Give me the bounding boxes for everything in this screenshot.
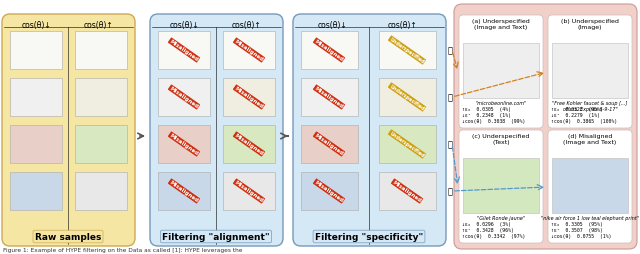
- Text: 🔍: 🔍: [448, 187, 453, 196]
- Bar: [463, 44, 539, 99]
- Bar: [552, 44, 628, 99]
- Text: Misaligned: Misaligned: [314, 86, 344, 109]
- Bar: [10, 79, 62, 117]
- Bar: [223, 125, 275, 163]
- Text: Filtering "alignment": Filtering "alignment": [162, 232, 270, 241]
- Text: cos(θ)↑: cos(θ)↑: [388, 21, 418, 30]
- Text: Underspecified: Underspecified: [388, 131, 426, 158]
- FancyBboxPatch shape: [459, 131, 543, 243]
- Bar: [463, 158, 539, 213]
- Text: (b) Underspecified
(Image): (b) Underspecified (Image): [561, 19, 619, 30]
- Text: (c) Underspecified
(Text): (c) Underspecified (Text): [472, 133, 530, 145]
- FancyBboxPatch shape: [548, 131, 632, 243]
- Text: ↓cos(θ)  0.3038  (99%): ↓cos(θ) 0.3038 (99%): [462, 119, 525, 123]
- FancyBboxPatch shape: [548, 16, 632, 129]
- Bar: [379, 125, 436, 163]
- Text: "Free Kohler faucet & soup [...]
offers. Expires 6-9-17": "Free Kohler faucet & soup [...] offers.…: [552, 101, 628, 111]
- Text: ↓εᵀ  0.2279  (1%): ↓εᵀ 0.2279 (1%): [551, 113, 600, 118]
- Text: "Gilet Ronde jaune": "Gilet Ronde jaune": [477, 215, 525, 220]
- Text: Underspecified: Underspecified: [388, 84, 426, 112]
- Text: Raw samples: Raw samples: [35, 232, 101, 241]
- Bar: [75, 125, 127, 163]
- Bar: [379, 32, 436, 70]
- Bar: [223, 79, 275, 117]
- Text: ↑εₒ  0.3323  (95%): ↑εₒ 0.3323 (95%): [551, 107, 603, 112]
- Text: Filtering "specificity": Filtering "specificity": [315, 232, 423, 241]
- Text: ↑εₒ  0.0305  (4%): ↑εₒ 0.0305 (4%): [462, 107, 511, 112]
- Bar: [301, 125, 358, 163]
- Text: ↑cos(θ)  0.3342  (97%): ↑cos(θ) 0.3342 (97%): [462, 233, 525, 238]
- Text: Misaligned: Misaligned: [168, 180, 200, 203]
- Bar: [158, 32, 210, 70]
- FancyBboxPatch shape: [2, 15, 135, 246]
- Text: cos(θ)↑: cos(θ)↑: [231, 21, 261, 30]
- Text: cos(θ)↓: cos(θ)↓: [170, 21, 200, 30]
- Text: Misaligned: Misaligned: [234, 39, 264, 62]
- Bar: [10, 32, 62, 70]
- Text: ↑cos(θ)  0.3865  (100%): ↑cos(θ) 0.3865 (100%): [551, 119, 617, 123]
- Bar: [379, 172, 436, 210]
- Text: Misaligned: Misaligned: [168, 86, 200, 109]
- Bar: [301, 32, 358, 70]
- Bar: [158, 172, 210, 210]
- Bar: [552, 158, 628, 213]
- Text: ↓εₒ  0.0296  (3%): ↓εₒ 0.0296 (3%): [462, 221, 511, 226]
- Text: (d) Misaligned
(Image and Text): (d) Misaligned (Image and Text): [563, 133, 616, 145]
- Text: 🔍: 🔍: [448, 46, 453, 55]
- Text: (a) Underspecified
(Image and Text): (a) Underspecified (Image and Text): [472, 19, 530, 30]
- Text: Misaligned: Misaligned: [234, 86, 264, 109]
- Bar: [75, 79, 127, 117]
- Text: "microbeonline.com": "microbeonline.com": [476, 101, 527, 106]
- Bar: [379, 79, 436, 117]
- Text: cos(θ)↓: cos(θ)↓: [318, 21, 348, 30]
- Bar: [223, 172, 275, 210]
- Text: ↑εₒ  0.3305  (95%): ↑εₒ 0.3305 (95%): [551, 221, 603, 226]
- Bar: [158, 79, 210, 117]
- Text: Misaligned: Misaligned: [314, 133, 344, 156]
- Bar: [10, 125, 62, 163]
- FancyBboxPatch shape: [293, 15, 446, 246]
- Bar: [158, 125, 210, 163]
- Bar: [10, 172, 62, 210]
- Text: cos(θ)↓: cos(θ)↓: [22, 21, 52, 30]
- FancyBboxPatch shape: [459, 16, 543, 129]
- Text: 🔍: 🔍: [448, 93, 453, 102]
- Text: Misaligned: Misaligned: [168, 39, 200, 62]
- Bar: [301, 79, 358, 117]
- Text: ↑εᵀ  0.3428  (96%): ↑εᵀ 0.3428 (96%): [462, 227, 514, 232]
- Bar: [223, 32, 275, 70]
- Text: Misaligned: Misaligned: [392, 180, 422, 203]
- Text: Misaligned: Misaligned: [234, 133, 264, 156]
- Text: Misaligned: Misaligned: [168, 133, 200, 156]
- Text: Misaligned: Misaligned: [314, 180, 344, 203]
- Bar: [75, 172, 127, 210]
- Text: ↓cos(θ)  0.0755  (1%): ↓cos(θ) 0.0755 (1%): [551, 233, 611, 238]
- FancyBboxPatch shape: [454, 5, 637, 249]
- Text: Underspecified: Underspecified: [388, 37, 426, 65]
- Text: Misaligned: Misaligned: [234, 180, 264, 203]
- Text: cos(θ)↑: cos(θ)↑: [83, 21, 113, 30]
- Text: "nike air force 1 low teal elephant print": "nike air force 1 low teal elephant prin…: [541, 215, 639, 220]
- Bar: [301, 172, 358, 210]
- Bar: [75, 32, 127, 70]
- Text: ↓εᵀ  0.2348  (1%): ↓εᵀ 0.2348 (1%): [462, 113, 511, 118]
- Text: Figure 1: Example of HYPE filtering on the Data as called [1]: HYPE leverages th: Figure 1: Example of HYPE filtering on t…: [3, 247, 243, 252]
- Text: 🔍: 🔍: [448, 140, 453, 149]
- Text: Misaligned: Misaligned: [314, 39, 344, 62]
- Text: ↑εᵀ  0.3507  (98%): ↑εᵀ 0.3507 (98%): [551, 227, 603, 232]
- FancyBboxPatch shape: [150, 15, 283, 246]
